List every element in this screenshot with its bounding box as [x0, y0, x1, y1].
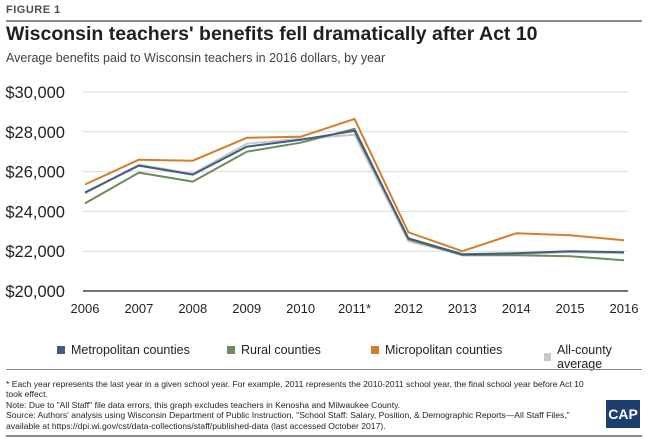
x-tick-label: 2016	[610, 301, 639, 316]
x-tick-label: 2013	[448, 301, 477, 316]
legend-item: Micropolitan counties	[371, 343, 502, 357]
cap-logo: CAP	[606, 400, 640, 428]
bottom-divider	[6, 435, 642, 437]
legend-item: Rural counties	[227, 343, 321, 357]
series-line-micropolitan-counties	[84, 117, 625, 253]
legend-label: All-county average	[557, 343, 612, 371]
y-tick-label: $22,000	[5, 243, 65, 261]
figure-label: FIGURE 1	[6, 4, 61, 16]
legend-swatch	[227, 346, 235, 354]
chart-subtitle: Average benefits paid to Wisconsin teach…	[6, 51, 386, 65]
chart-title: Wisconsin teachers' benefits fell dramat…	[6, 23, 538, 45]
legend-label: Metropolitan counties	[71, 343, 190, 357]
footnote-note: Note: Due to "All Staff" file data error…	[6, 399, 401, 410]
y-tick-label: $24,000	[5, 203, 65, 221]
y-tick-label: $28,000	[5, 124, 65, 142]
x-tick-label: 2011*	[338, 301, 371, 316]
top-divider	[6, 20, 642, 22]
notes-divider	[6, 369, 642, 370]
x-tick-label: 2012	[394, 301, 423, 316]
line-chart: $20,000 $22,000 $24,000 $26,000 $28,000 $30,0…	[5, 84, 639, 316]
legend-item: All-county average	[544, 343, 648, 371]
y-tick-label: $30,000	[5, 84, 65, 102]
footnote-source: Source: Authors' analysis using Wisconsi…	[6, 410, 570, 431]
x-tick-label: 2008	[178, 301, 207, 316]
legend-swatch	[371, 346, 379, 354]
y-tick-label: $26,000	[5, 164, 65, 182]
series-line-all-county-average	[84, 133, 625, 256]
x-tick-label: 2007	[124, 301, 153, 316]
x-tick-label: 2009	[232, 301, 261, 316]
legend-swatch	[57, 346, 65, 354]
series-line-rural-counties	[84, 127, 625, 262]
legend-label: Micropolitan counties	[385, 343, 503, 357]
x-tick-label: 2015	[556, 301, 585, 316]
chart-legend: Metropolitan counties Rural counties Micro…	[0, 343, 648, 371]
legend-swatch	[544, 353, 552, 361]
legend-label: Rural counties	[241, 343, 321, 357]
y-tick-label: $20,000	[5, 283, 65, 301]
x-tick-label: 2006	[71, 301, 100, 316]
series-line-metropolitan-counties	[84, 129, 625, 256]
chart-notes: * Each year represents the last year in …	[6, 379, 596, 431]
footnote-asterisk: * Each year represents the last year in …	[6, 379, 584, 400]
legend-item: Metropolitan counties	[57, 343, 190, 357]
x-tick-label: 2014	[502, 301, 531, 316]
x-tick-label: 2010	[286, 301, 315, 316]
